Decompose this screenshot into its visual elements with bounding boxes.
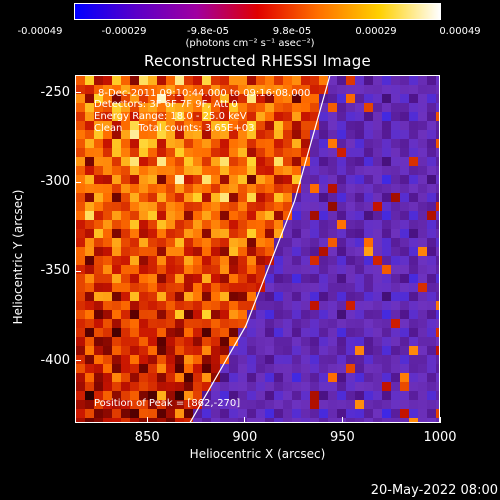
x-axis-label: Heliocentric X (arcsec)	[189, 447, 326, 461]
y-tick-label: -350	[40, 263, 70, 279]
x-tick-label: 900	[232, 430, 258, 445]
chart-title: Reconstructed RHESSI Image	[143, 52, 372, 70]
colorbar-tick-label: 0.00049	[439, 26, 481, 37]
annotation-peak: Position of Peak = [862,-270]	[94, 398, 241, 409]
y-tick-mark	[75, 270, 81, 272]
y-tick-mark	[75, 360, 81, 362]
solar-limb-line	[189, 76, 331, 422]
x-tick-label: 950	[329, 430, 355, 445]
colorbar-tick-label: -9.8e-05	[187, 26, 229, 37]
annotation-detectors: Detectors: 3F 6F 7F 9F, Att 0	[94, 99, 238, 110]
x-tick-mark	[439, 417, 441, 423]
colorbar-tick-label: 9.8e-05	[272, 26, 312, 37]
y-tick-label: -300	[40, 174, 70, 190]
colorbar-tick-label: 0.00029	[355, 26, 397, 37]
annotation-time: 8-Dec-2011 09:10:44.000 to 09:16:08.000	[98, 88, 311, 99]
y-tick-mark	[75, 181, 81, 183]
x-tick-label: 850	[134, 430, 160, 445]
colorbar	[74, 3, 441, 20]
y-tick-label: -400	[40, 352, 70, 368]
colorbar-units: (photons cm⁻² s⁻¹ asec⁻²)	[185, 38, 315, 49]
annotation-energy: Energy Range: 18.0 - 25.0 keV	[94, 111, 247, 122]
x-tick-label: 1000	[423, 430, 457, 445]
colorbar-tick-label: -0.00049	[17, 26, 63, 37]
heatmap	[76, 76, 439, 422]
annotation-algorithm: Clean Total counts: 3.65E+03	[94, 123, 255, 134]
y-tick-label: -250	[40, 84, 70, 100]
y-axis-label: Heliocentric Y (arcsec)	[11, 189, 25, 325]
x-tick-mark	[244, 417, 246, 423]
x-tick-mark	[146, 417, 148, 423]
x-tick-mark	[341, 417, 343, 423]
colorbar-tick-label: -0.00029	[101, 26, 147, 37]
timestamp: 20-May-2022 08:00	[370, 483, 498, 498]
plot-area: 8-Dec-2011 09:10:44.000 to 09:16:08.000 …	[75, 75, 440, 423]
y-tick-mark	[75, 92, 81, 94]
